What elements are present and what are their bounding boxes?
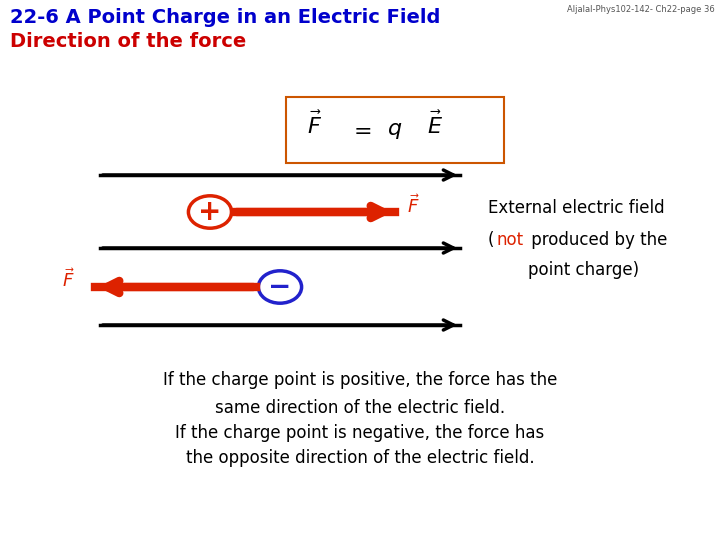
FancyBboxPatch shape [287,97,503,163]
Text: point charge): point charge) [528,261,639,279]
Text: $\vec{F}$: $\vec{F}$ [307,111,323,139]
Text: External electric field: External electric field [488,199,665,217]
Text: not: not [496,231,523,249]
Text: $\vec{F}$: $\vec{F}$ [63,268,75,292]
Circle shape [189,196,232,228]
Text: 22-6 A Point Charge in an Electric Field: 22-6 A Point Charge in an Electric Field [10,8,441,27]
Text: the opposite direction of the electric field.: the opposite direction of the electric f… [186,449,534,467]
Text: produced by the: produced by the [526,231,667,249]
Text: If the charge point is positive, the force has the: If the charge point is positive, the for… [163,371,557,389]
Text: −: − [269,273,292,301]
Text: same direction of the electric field.: same direction of the electric field. [215,399,505,417]
Text: $=$: $=$ [348,119,372,141]
Text: $\vec{F}$: $\vec{F}$ [407,194,420,218]
Text: Direction of the force: Direction of the force [10,32,246,51]
Text: +: + [198,198,222,226]
Circle shape [258,271,302,303]
Text: $\vec{E}$: $\vec{E}$ [427,111,443,139]
Text: If the charge point is negative, the force has: If the charge point is negative, the for… [176,424,544,442]
Text: (: ( [488,231,495,249]
Text: $q$: $q$ [387,119,402,141]
Text: Aljalal-Phys102-142- Ch22-page 36: Aljalal-Phys102-142- Ch22-page 36 [567,5,715,14]
